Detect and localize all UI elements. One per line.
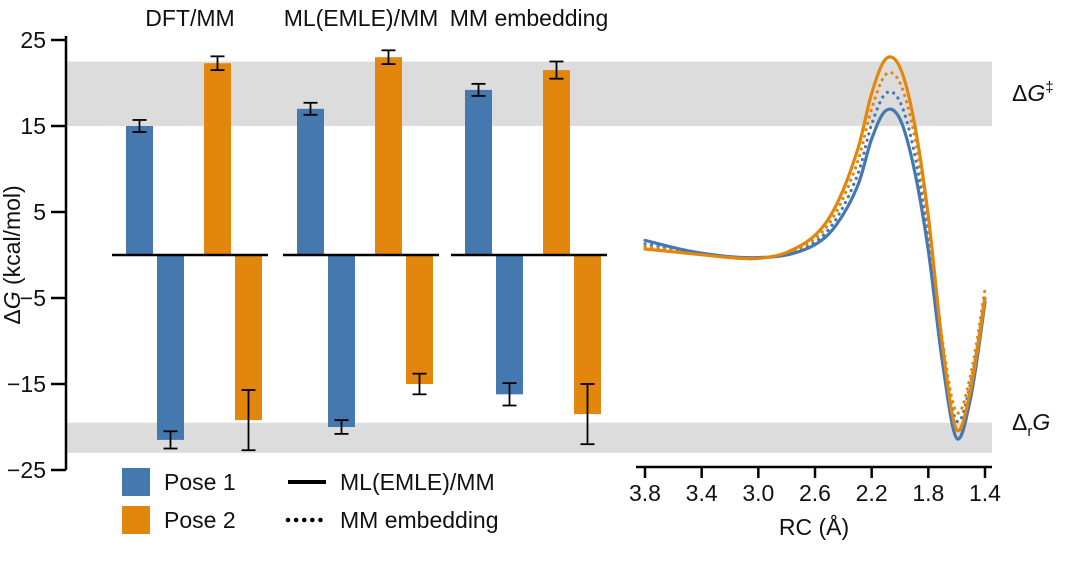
reaction-band-label: ΔrG (1012, 409, 1050, 440)
shaded-band (66, 422, 992, 453)
bar (375, 57, 402, 256)
profile-panel (643, 55, 987, 441)
y-tick-label: −25 (7, 457, 46, 483)
legend-label-pose2: Pose 2 (164, 507, 236, 533)
bar (465, 89, 492, 255)
group-title-mm-embedding: MM embedding (450, 5, 609, 31)
y-tick-label: 5 (33, 199, 46, 225)
barrier-band-label: ΔG‡ (1012, 79, 1054, 106)
bar (328, 255, 355, 427)
axes-layer: 25 15 5 −5 −15 −25 3.8 3.4 3.0 2.6 2.2 1.8 1.4 (7, 27, 1001, 506)
x-tick-label: 1.8 (912, 480, 944, 506)
legend-swatch-pose2 (122, 506, 150, 534)
x-tick-label: 2.2 (856, 480, 888, 506)
bar (157, 255, 184, 440)
y-axis-label: ΔG (kcal/mol) (0, 185, 25, 324)
y-tick-label: −5 (20, 285, 46, 311)
legend: Pose 1 Pose 2 ML(EMLE)/MM MM embedding (122, 468, 499, 534)
bar (126, 126, 153, 255)
y-tick-label: 25 (20, 27, 46, 53)
legend-label-dotted: MM embedding (340, 507, 499, 533)
bar-panel (126, 49, 601, 452)
y-tick-label: −15 (7, 371, 46, 397)
bar (204, 63, 231, 255)
bar (297, 108, 324, 255)
y-tick-label: 15 (20, 113, 46, 139)
x-tick-label: 3.8 (629, 480, 661, 506)
x-tick-label: 2.6 (799, 480, 831, 506)
bar (496, 255, 523, 395)
profile-curve (643, 55, 987, 433)
x-axis-label: RC (Å) (779, 513, 849, 540)
legend-label-solid: ML(EMLE)/MM (340, 469, 495, 495)
x-tick-label: 3.0 (742, 480, 774, 506)
bar (406, 255, 433, 384)
x-tick-label: 3.4 (686, 480, 718, 506)
group-title-ml-emle-mm: ML(EMLE)/MM (284, 5, 439, 31)
legend-label-pose1: Pose 1 (164, 469, 236, 495)
x-tick-label: 1.4 (969, 480, 1001, 506)
bar (543, 70, 570, 255)
group-title-dft-mm: DFT/MM (145, 5, 234, 31)
legend-swatch-pose1 (122, 468, 150, 496)
